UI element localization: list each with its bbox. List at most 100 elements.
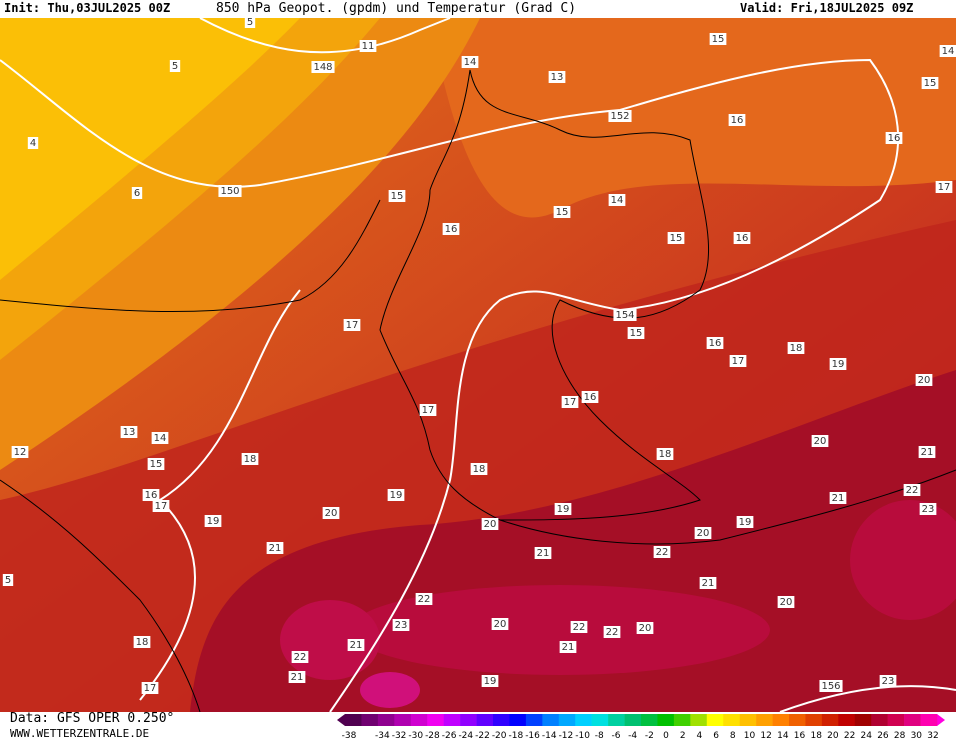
contour-label-box (169, 60, 181, 72)
contour-label-text: 17 (732, 356, 745, 367)
contour-label: 17 (729, 355, 747, 367)
contour-label-text: 17 (938, 182, 951, 193)
contour-label: 150 (218, 185, 242, 197)
contour-label-text: 20 (918, 375, 931, 386)
contour-label-box (939, 45, 957, 57)
contour-label: 156 (819, 680, 843, 692)
contour-label-text: 19 (207, 516, 220, 527)
contour-label-text: 15 (712, 34, 725, 45)
contour-label: 15 (709, 33, 727, 45)
contour-label: 5 (2, 574, 14, 586)
colorbar-label: -2 (645, 731, 654, 741)
contour-label: 22 (570, 621, 588, 633)
colorbar-label: -34 (375, 731, 390, 741)
colorbar-label: 26 (877, 731, 889, 741)
contour-label-box (627, 327, 645, 339)
colorbar-swatch (410, 714, 428, 726)
contour-label: 15 (553, 206, 571, 218)
contour-label-text: 15 (150, 459, 163, 470)
contour-label: 20 (811, 435, 829, 447)
contour-label-box (656, 448, 674, 460)
contour-label-box (470, 463, 488, 475)
contour-label-box (733, 232, 751, 244)
contour-label-text: 22 (606, 627, 619, 638)
contour-label-box (133, 636, 151, 648)
contour-label: 19 (554, 503, 572, 515)
contour-label-box (141, 682, 159, 694)
contour-label-box (667, 232, 685, 244)
contour-label-text: 21 (832, 493, 845, 504)
colorbar-label: -32 (392, 731, 407, 741)
contour-label: 20 (694, 527, 712, 539)
colorbar-label: -4 (628, 731, 637, 741)
contour-label: 15 (147, 458, 165, 470)
contour-label-text: 12 (14, 447, 27, 458)
colorbar-swatch (361, 714, 379, 726)
contour-label: 21 (347, 639, 365, 651)
contour-label: 152 (608, 110, 632, 122)
contour-label: 15 (921, 77, 939, 89)
colorbar-swatch (525, 714, 543, 726)
contour-label-text: 17 (422, 405, 435, 416)
contour-label-box (935, 181, 953, 193)
contour-label-text: 16 (888, 133, 901, 144)
contour-label: 148 (311, 61, 335, 73)
contour-label-text: 18 (136, 637, 149, 648)
colorbar-swatch (920, 714, 938, 726)
colorbar-label: 16 (794, 731, 806, 741)
colorbar-swatch (690, 714, 708, 726)
colorbar-arrow (337, 714, 345, 726)
contour-label-box (561, 396, 579, 408)
contour-label-box (653, 546, 671, 558)
contour-label-text: 18 (790, 343, 803, 354)
contour-label-box (885, 132, 903, 144)
contour-label-box (442, 223, 460, 235)
contour-label-text: 19 (484, 676, 497, 687)
contour-label-text: 17 (346, 320, 359, 331)
geopotential-lines (0, 17, 957, 713)
contour-label: 18 (133, 636, 151, 648)
contour-label-box (322, 507, 340, 519)
contour-label-box (534, 547, 552, 559)
colorbar-swatch (377, 714, 395, 726)
contour-label-box (11, 446, 29, 458)
contour-label-box (829, 358, 847, 370)
contour-label: 18 (241, 453, 259, 465)
contour-label: 21 (918, 446, 936, 458)
contour-label-text: 16 (445, 224, 458, 235)
contour-label-text: 19 (832, 359, 845, 370)
contour-label-text: 15 (556, 207, 569, 218)
colorbar-swatch (641, 714, 658, 726)
contour-label: 21 (699, 577, 717, 589)
colorbar-swatch (723, 714, 740, 726)
contour-label-text: 14 (611, 195, 624, 206)
colorbar-swatch (345, 714, 362, 726)
contour-label: 16 (733, 232, 751, 244)
contour-label-box (554, 503, 572, 515)
contour-label-text: 17 (144, 683, 157, 694)
colorbar-label: 24 (861, 731, 873, 741)
contour-label-box (553, 206, 571, 218)
contour-label-text: 19 (390, 490, 403, 501)
contour-label-box (709, 33, 727, 45)
colorbar-label: -24 (458, 731, 473, 741)
contour-label-box (819, 680, 843, 692)
contour-label: 22 (903, 484, 921, 496)
colorbar-swatch (624, 714, 642, 726)
contour-label-box (359, 40, 377, 52)
contour-label-text: 22 (906, 485, 919, 496)
contour-label-text: 16 (145, 490, 158, 501)
contour-label-text: 19 (739, 517, 752, 528)
contour-label-box (218, 185, 242, 197)
colorbar-swatch (772, 714, 790, 726)
contour-label-box (27, 137, 39, 149)
contour-label-text: 18 (659, 449, 672, 460)
contour-label: 17 (419, 404, 437, 416)
contour-label-text: 20 (325, 508, 338, 519)
contour-label: 20 (491, 618, 509, 630)
contour-label-text: 4 (30, 138, 36, 149)
colorbar-arrow (937, 714, 945, 726)
contour-label: 23 (919, 503, 937, 515)
colorbar-label: 4 (697, 731, 703, 741)
contour-label: 20 (481, 518, 499, 530)
